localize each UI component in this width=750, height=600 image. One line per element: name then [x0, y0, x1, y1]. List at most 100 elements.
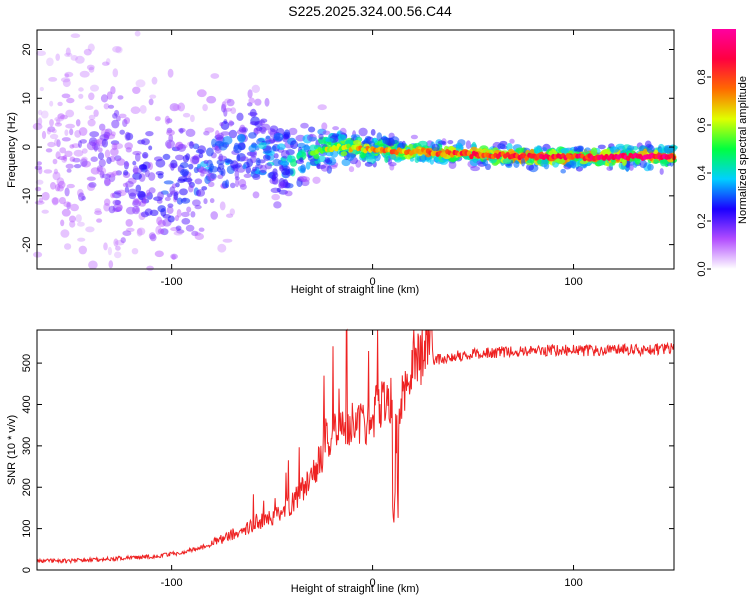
spectrogram-cell — [38, 109, 43, 116]
spectrogram-cell — [575, 145, 584, 153]
figure-title: S225.2025.324.00.56.C44 — [288, 3, 452, 19]
spectrogram-cell — [258, 142, 267, 150]
spectrogram-cell — [134, 30, 141, 37]
spectrogram-cell — [47, 126, 56, 133]
spectrogram-cell — [318, 133, 324, 140]
spectrogram-cell — [560, 147, 570, 154]
spectrogram-cell — [59, 114, 68, 120]
spectrogram-cell — [132, 198, 140, 206]
spectrogram-cell — [105, 58, 111, 66]
spectrogram-cell — [223, 158, 232, 163]
spectrogram-cell — [41, 191, 50, 201]
spectrogram-cell — [77, 221, 85, 227]
spectrogram-cell — [663, 144, 674, 154]
colorbar-label: Normalized spectral amplitude — [737, 76, 749, 224]
spectrogram-cell — [228, 119, 234, 127]
spectrogram-cell — [69, 128, 74, 136]
spectrogram-cell — [66, 168, 72, 173]
spectrogram-cell — [288, 127, 298, 136]
spectrogram-cell — [114, 251, 122, 259]
spectrogram-cell — [429, 159, 434, 165]
spectrogram-cell — [279, 164, 284, 170]
spectrogram-cell — [157, 191, 164, 200]
spectrogram-cell — [166, 118, 173, 124]
spectrogram-cell — [290, 140, 299, 150]
spectrogram-cell — [272, 158, 282, 167]
spectrogram-cell — [85, 226, 95, 233]
spectrogram-cell — [96, 165, 103, 173]
spectrogram-cell — [41, 209, 49, 214]
spectrogram-cell — [521, 157, 526, 167]
spectrogram-cell — [255, 157, 261, 166]
spectrogram-cell — [252, 174, 261, 180]
spectrogram-cell — [280, 160, 290, 166]
spectrogram-cell — [124, 162, 130, 167]
spectrogram-cell — [535, 145, 542, 154]
spectrogram-cell — [394, 156, 402, 163]
spectrogram-cell — [560, 168, 566, 174]
spectrogram-cell — [526, 163, 534, 171]
spectrogram-cell — [317, 128, 327, 135]
spectrogram-cell — [132, 150, 142, 156]
spectrogram-cell — [80, 158, 88, 167]
spectrogram-cell — [112, 203, 123, 212]
spectrogram-cell — [509, 138, 515, 144]
spectrogram-cell — [86, 176, 96, 181]
spectrogram-cell — [125, 147, 132, 153]
spectrogram-cell — [51, 197, 60, 205]
spectrogram-cell — [100, 128, 110, 138]
spectrogram-cell — [326, 165, 332, 174]
spectrogram-cell — [69, 144, 75, 149]
spectrogram-cell — [61, 137, 71, 142]
spectrogram-cell — [69, 215, 76, 223]
spectrogram-cell — [218, 153, 223, 162]
spectrogram-cell — [185, 128, 196, 137]
spectrogram-cell — [126, 227, 135, 232]
spectrogram-cell — [112, 199, 121, 206]
spectrogram-cell — [91, 141, 100, 151]
spectrogram-cell — [148, 232, 156, 240]
y-tick-label: 100 — [21, 519, 33, 537]
y-tick-label: 0 — [21, 567, 33, 573]
spectrogram-cell — [166, 206, 174, 214]
snr-panel: -100 0 100 0 100 200 300 400 500 Height of strai… — [6, 328, 675, 595]
spectrogram-cell — [295, 159, 305, 164]
spectrogram-cell — [389, 136, 400, 145]
spectrogram-cell — [151, 76, 158, 85]
spectrogram-cell — [37, 117, 43, 126]
spectrogram-cell — [108, 205, 116, 214]
spectrogram-cell — [243, 173, 252, 178]
spectrogram-cell — [148, 172, 156, 181]
spectrogram-cell — [112, 170, 119, 176]
spectrogram-cell — [235, 178, 240, 188]
spectrogram-cell — [171, 254, 176, 260]
spectrogram-cell — [282, 182, 291, 189]
spectrogram-cell — [179, 162, 189, 169]
spectrogram-cell — [278, 181, 286, 189]
spectrogram-cell — [86, 64, 95, 71]
spectrogram-cell — [194, 233, 204, 240]
spectrogram-cell — [206, 147, 214, 157]
spectrogram-cell — [348, 166, 355, 173]
spectrogram-cell — [138, 164, 147, 170]
spectrogram-cell — [240, 156, 249, 162]
spectrogram-cell — [248, 132, 257, 139]
spectrogram-cell — [286, 154, 293, 163]
spectrogram-cell — [590, 147, 598, 156]
spectrogram-cell — [210, 211, 218, 220]
spectrogram-cell — [49, 100, 54, 107]
colorbar-tick-label: 0.8 — [696, 69, 708, 84]
spectrogram-cell — [149, 233, 157, 242]
spectrogram-cell — [382, 137, 389, 145]
snr-background — [37, 330, 674, 570]
spectrogram-cell — [106, 172, 117, 178]
spectrogram-cell — [140, 211, 149, 218]
spectrogram-cell — [220, 131, 230, 136]
spectrogram-cell — [102, 61, 110, 66]
spectrogram-cell — [196, 189, 206, 197]
x-tick-label: 0 — [370, 276, 376, 288]
spectrogram-cell — [162, 214, 171, 219]
spectrogram-cell — [135, 79, 146, 88]
spectrogram-cell — [247, 89, 253, 99]
